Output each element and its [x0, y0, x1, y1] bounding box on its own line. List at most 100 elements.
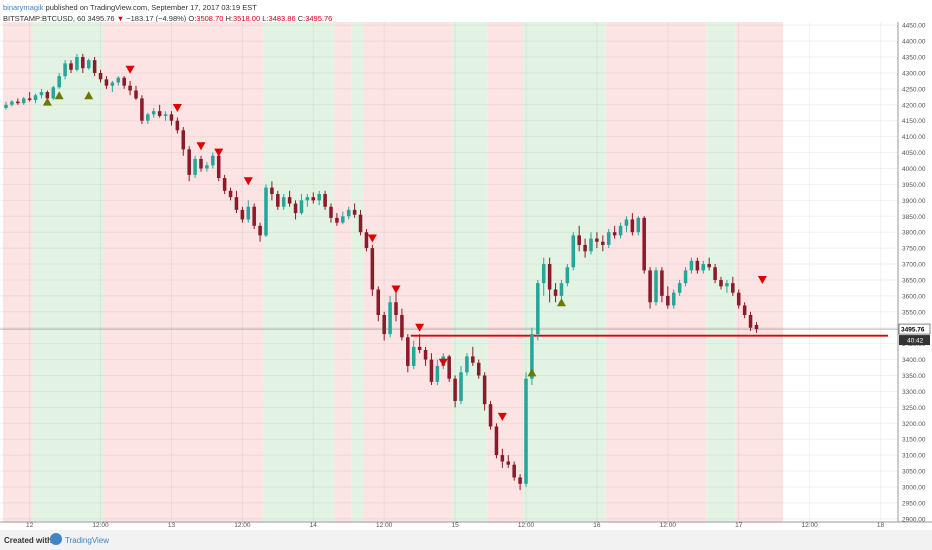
author-link[interactable]: binarymagik [3, 3, 44, 12]
candle[interactable] [406, 337, 410, 366]
candle[interactable] [606, 232, 611, 245]
candle[interactable] [299, 200, 304, 214]
candle[interactable] [736, 292, 741, 306]
candle[interactable] [453, 378, 457, 401]
candle[interactable] [157, 111, 162, 116]
candle[interactable] [494, 426, 499, 456]
candle[interactable] [98, 72, 103, 80]
candle[interactable] [719, 279, 723, 287]
candle[interactable] [205, 165, 209, 169]
candle[interactable] [559, 283, 564, 296]
candle[interactable] [104, 79, 109, 86]
candle[interactable] [553, 289, 558, 296]
candle[interactable] [140, 98, 144, 121]
candle[interactable] [39, 92, 44, 96]
candle[interactable] [92, 60, 97, 73]
candle[interactable] [370, 248, 375, 290]
candle[interactable] [69, 63, 73, 70]
candle[interactable] [317, 193, 321, 201]
candle[interactable] [471, 356, 475, 363]
candle[interactable] [541, 264, 546, 284]
candle[interactable] [45, 92, 50, 99]
candle[interactable] [612, 232, 617, 236]
candle[interactable] [595, 238, 599, 242]
candle[interactable] [394, 302, 398, 315]
candle[interactable] [63, 63, 67, 77]
candle[interactable] [695, 260, 700, 271]
candle[interactable] [518, 477, 522, 484]
candle[interactable] [187, 149, 191, 175]
candle[interactable] [512, 464, 516, 478]
candle[interactable] [270, 187, 274, 194]
candle[interactable] [689, 260, 694, 271]
candle[interactable] [654, 270, 658, 303]
candle[interactable] [281, 197, 286, 207]
candle[interactable] [27, 98, 32, 101]
candle[interactable] [636, 217, 641, 233]
candle[interactable] [21, 98, 26, 104]
candle[interactable] [222, 178, 227, 191]
candle[interactable] [411, 346, 416, 366]
candle[interactable] [565, 267, 570, 284]
candle[interactable] [666, 295, 670, 306]
candle[interactable] [417, 346, 422, 351]
candle[interactable] [660, 270, 664, 296]
candle[interactable] [33, 95, 38, 101]
candle[interactable] [459, 372, 463, 401]
candle[interactable] [683, 270, 688, 284]
candle[interactable] [624, 219, 629, 226]
candle[interactable] [258, 225, 262, 236]
candle[interactable] [234, 197, 239, 210]
candle[interactable] [482, 375, 487, 405]
candle[interactable] [341, 216, 345, 223]
candle[interactable] [583, 244, 587, 252]
candle[interactable] [488, 404, 493, 427]
candle[interactable] [169, 114, 174, 121]
candle[interactable] [122, 77, 126, 86]
candle[interactable] [163, 114, 168, 116]
candle[interactable] [435, 365, 440, 382]
candle[interactable] [75, 57, 79, 70]
candle[interactable] [601, 241, 605, 245]
candle[interactable] [701, 264, 706, 271]
candle[interactable] [293, 203, 298, 214]
candle[interactable] [648, 270, 652, 303]
candle[interactable] [524, 378, 528, 484]
candle[interactable] [506, 461, 511, 465]
candle[interactable] [677, 283, 682, 293]
candle[interactable] [81, 57, 85, 69]
candle[interactable] [216, 155, 221, 179]
candle[interactable] [388, 302, 392, 335]
candle[interactable] [547, 264, 552, 290]
candle[interactable] [382, 314, 386, 335]
candle[interactable] [352, 209, 357, 215]
candle[interactable] [287, 197, 292, 204]
candle[interactable] [618, 225, 623, 236]
candle[interactable] [742, 305, 747, 315]
candle[interactable] [323, 193, 327, 207]
candle[interactable] [128, 85, 132, 91]
candle[interactable] [335, 217, 339, 223]
candle[interactable] [364, 232, 369, 249]
candle[interactable] [116, 77, 121, 83]
candle[interactable] [642, 217, 646, 271]
candle[interactable] [429, 359, 434, 382]
candle[interactable] [240, 209, 245, 220]
candle[interactable] [589, 238, 593, 252]
tradingview-brand-link[interactable]: TradingView [65, 536, 110, 545]
candle[interactable] [146, 114, 150, 121]
candle[interactable] [707, 264, 711, 268]
candle[interactable] [346, 209, 351, 217]
candle[interactable] [51, 87, 56, 99]
candle[interactable] [264, 187, 268, 236]
candle[interactable] [211, 155, 215, 166]
candle[interactable] [713, 267, 717, 280]
candle[interactable] [10, 101, 14, 105]
candle[interactable] [731, 283, 735, 293]
candle[interactable] [571, 235, 576, 268]
candle[interactable] [400, 314, 404, 338]
candle[interactable] [725, 283, 729, 287]
candle[interactable] [311, 197, 316, 201]
candle[interactable] [530, 334, 534, 379]
candle[interactable] [376, 289, 381, 315]
